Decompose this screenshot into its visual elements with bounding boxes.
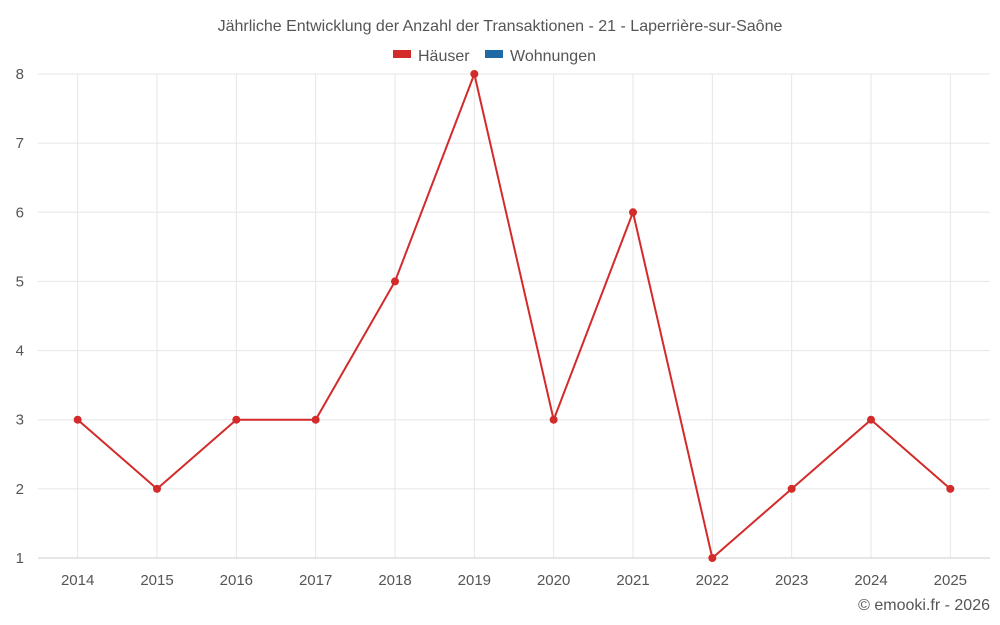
legend-swatch-haeuser [393, 50, 411, 58]
x-tick-label: 2023 [775, 572, 808, 589]
data-point[interactable] [708, 554, 717, 562]
data-point[interactable] [867, 415, 875, 424]
y-tick-label: 6 [16, 204, 24, 221]
x-tick-label: 2020 [537, 572, 570, 589]
x-tick-label: 2017 [299, 572, 332, 589]
y-tick-label: 8 [16, 66, 24, 83]
data-point[interactable] [629, 208, 637, 217]
x-tick-label: 2014 [61, 572, 94, 589]
data-point[interactable] [549, 415, 558, 424]
data-point[interactable] [391, 277, 399, 286]
legend: Häuser Wohnungen [393, 48, 596, 65]
y-tick-label: 7 [16, 135, 24, 152]
credit-text: © emooki.fr - 2026 [858, 597, 990, 614]
legend-label-wohnungen[interactable]: Wohnungen [510, 48, 596, 65]
y-tick-label: 5 [16, 273, 24, 290]
series-line-0 [77, 73, 951, 559]
x-tick-label: 2022 [696, 572, 729, 589]
x-tick-label: 2024 [854, 572, 887, 589]
y-tick-label: 4 [16, 343, 24, 360]
x-axis-ticks: 2014 2015 2016 2017 2018 2019 2020 2021 2022 2023… [61, 572, 967, 589]
data-point[interactable] [470, 70, 479, 78]
grid [38, 73, 990, 559]
x-tick-label: 2018 [378, 572, 411, 589]
chart-title: Jährliche Entwicklung der Anzahl der Tra… [218, 18, 783, 35]
data-point[interactable] [946, 484, 955, 493]
data-point[interactable] [311, 415, 320, 424]
x-tick-label: 2016 [220, 572, 253, 589]
data-point[interactable] [232, 415, 241, 424]
data-point[interactable] [787, 484, 796, 493]
series [73, 70, 955, 562]
y-tick-label: 1 [16, 550, 24, 567]
x-tick-label: 2019 [458, 572, 491, 589]
y-tick-label: 2 [16, 481, 24, 498]
x-tick-label: 2025 [934, 572, 967, 589]
x-tick-label: 2015 [140, 572, 173, 589]
x-tick-label: 2021 [616, 572, 649, 589]
data-point[interactable] [73, 415, 82, 424]
data-point[interactable] [153, 484, 161, 493]
legend-label-haeuser[interactable]: Häuser [418, 48, 470, 65]
y-axis-ticks: 1 2 3 4 5 6 7 8 [16, 66, 24, 567]
y-tick-label: 3 [16, 412, 24, 429]
legend-swatch-wohnungen [485, 50, 503, 58]
